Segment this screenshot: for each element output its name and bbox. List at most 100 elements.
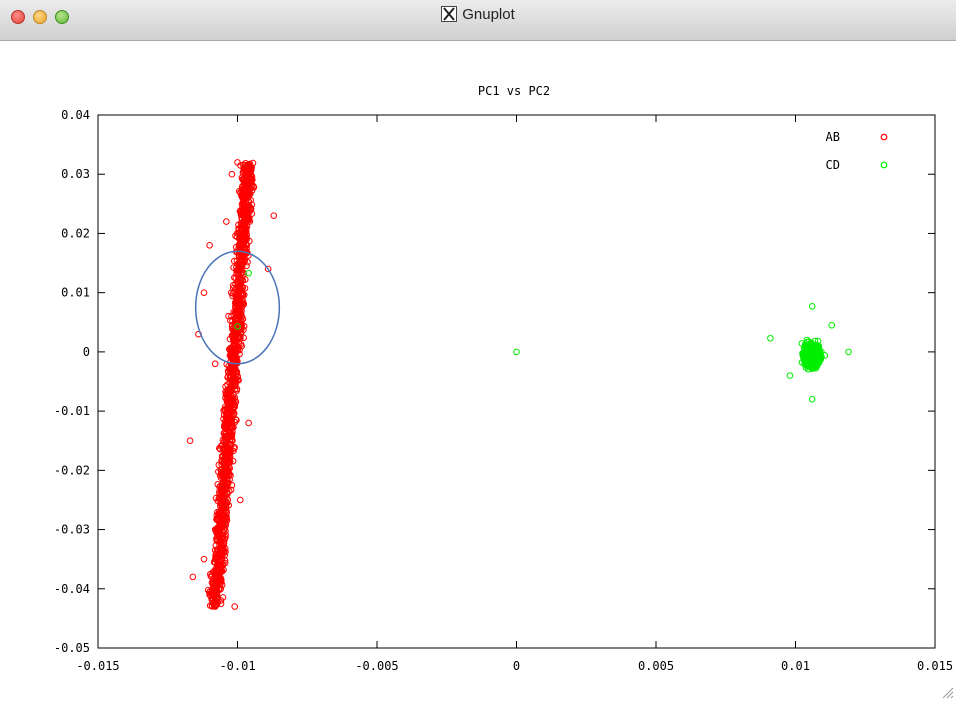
ab-point [223, 396, 231, 403]
ab-point [248, 182, 255, 190]
y-tick-label: -0.01 [54, 404, 90, 418]
cd-point [786, 372, 794, 379]
window-title: Gnuplot [462, 6, 515, 23]
ab-point [231, 403, 239, 410]
y-tick-label: 0 [83, 345, 90, 359]
legend-marker [880, 161, 888, 169]
cd-point [814, 352, 822, 360]
ab-point [241, 192, 249, 200]
ab-point [243, 231, 251, 239]
x-tick-label: 0.005 [638, 659, 674, 673]
ab-point [225, 487, 233, 495]
ab-point [239, 298, 247, 306]
series-cd [234, 269, 852, 403]
x11-icon [441, 6, 458, 22]
cd-point [821, 352, 829, 359]
ab-point [219, 474, 227, 482]
ab-point [213, 575, 220, 583]
x-tick-label: 0.015 [917, 659, 953, 673]
window-title-area: Gnuplot [0, 6, 956, 23]
legend-marker [880, 133, 888, 141]
highlight-ellipse [194, 250, 281, 365]
legend: AB CD [826, 130, 888, 172]
ab-point [242, 164, 249, 172]
ab-point [238, 174, 246, 181]
ab-point [238, 227, 245, 235]
series-ab [186, 159, 278, 610]
ab-point [226, 459, 234, 467]
ab-point [216, 586, 224, 593]
ab-point [229, 282, 237, 289]
ab-point [217, 482, 225, 490]
ab-point [212, 582, 220, 590]
cd-point [808, 395, 816, 403]
cd-point [805, 347, 813, 355]
ab-point [215, 515, 223, 523]
title-bar[interactable]: Gnuplot [0, 0, 956, 41]
y-tick-label: 0.03 [61, 167, 90, 181]
ab-point [226, 441, 233, 449]
ab-point [228, 352, 235, 360]
y-tick-label: 0.04 [61, 108, 90, 122]
ab-point [236, 496, 244, 504]
y-tick-label: -0.05 [54, 641, 90, 655]
x-tick-label: 0 [513, 659, 520, 673]
resize-grip-icon[interactable] [940, 685, 954, 699]
ab-point [247, 167, 255, 175]
ab-point [242, 227, 249, 234]
ab-point [247, 175, 254, 182]
ab-point [228, 170, 236, 178]
cd-point [808, 302, 816, 310]
ab-point [218, 563, 226, 570]
ab-point [217, 564, 224, 572]
ab-point [225, 312, 232, 320]
ab-point [212, 559, 219, 566]
ab-point [227, 432, 235, 439]
ab-point [216, 483, 223, 491]
ab-point [230, 391, 237, 398]
cd-point [815, 359, 823, 366]
cd-point [813, 345, 821, 353]
ab-point [234, 277, 242, 285]
ab-point [240, 291, 248, 299]
ab-point [222, 388, 229, 395]
ab-point [220, 503, 227, 510]
ab-point [225, 395, 233, 403]
ab-point [219, 496, 227, 504]
ab-point [217, 474, 225, 482]
ab-point [228, 368, 235, 375]
ab-point [189, 573, 197, 581]
ab-point [246, 178, 254, 186]
y-tick-label: 0.01 [61, 286, 90, 300]
ab-point [231, 314, 239, 322]
ab-point [231, 603, 239, 610]
ab-point [234, 159, 241, 166]
ab-point [224, 373, 232, 380]
ab-point [221, 557, 229, 564]
ab-point [229, 331, 237, 338]
ab-point [238, 186, 246, 193]
ab-point [230, 424, 237, 431]
y-tick-label: -0.04 [54, 582, 90, 596]
ab-point [220, 512, 227, 520]
cd-point [845, 348, 852, 356]
legend-label: AB [826, 130, 840, 144]
chart-title: PC1 vs PC2 [478, 84, 550, 98]
ab-point [239, 235, 246, 242]
ab-point [228, 422, 236, 430]
ab-point [217, 467, 225, 474]
minimize-window-button[interactable] [33, 10, 47, 24]
ab-point [233, 328, 241, 335]
ab-point [220, 438, 228, 445]
legend-label: CD [826, 158, 840, 172]
maximize-window-button[interactable] [55, 10, 69, 24]
y-tick-label: 0.02 [61, 226, 90, 240]
cd-point [767, 334, 774, 342]
close-window-button[interactable] [11, 10, 25, 24]
ab-point [218, 546, 226, 553]
ab-point [242, 185, 250, 193]
ab-point [223, 218, 230, 225]
cd-point [807, 363, 815, 370]
ab-point [224, 410, 232, 418]
